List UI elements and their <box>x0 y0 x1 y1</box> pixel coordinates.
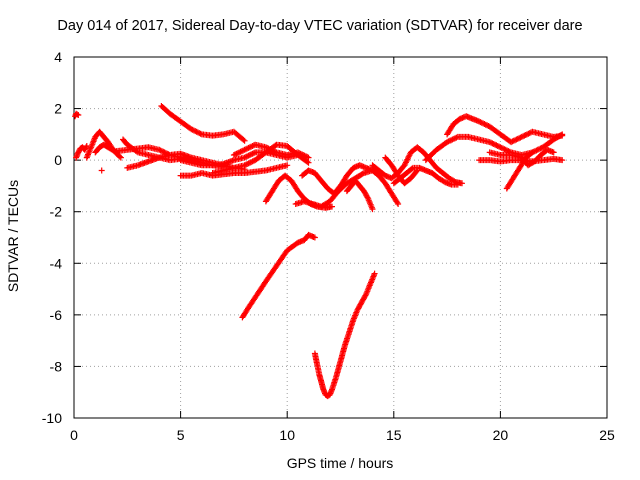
x-tick-label: 0 <box>70 427 78 443</box>
data-point <box>520 133 527 140</box>
data-point <box>240 136 247 143</box>
data-point <box>529 149 536 156</box>
y-tick-label: -6 <box>50 307 63 323</box>
x-tick-label: 15 <box>386 427 402 443</box>
data-point <box>329 203 335 210</box>
data-point <box>550 149 557 156</box>
series-arc-19 <box>343 177 376 213</box>
data-point <box>481 121 488 127</box>
data-point <box>242 146 249 153</box>
series-arc-1 <box>72 110 82 120</box>
data-point <box>189 126 196 133</box>
data-point <box>371 270 378 277</box>
data-point <box>517 134 524 141</box>
data-point <box>304 153 311 160</box>
data-point <box>116 153 123 160</box>
data-point <box>230 152 237 158</box>
x-tick-label: 20 <box>493 427 509 443</box>
data-point <box>413 168 420 175</box>
data-point <box>197 130 204 137</box>
series-arc-24 <box>444 113 566 146</box>
data-point <box>246 144 253 151</box>
data-point <box>454 181 461 188</box>
data-point <box>514 135 521 142</box>
series-arc-17 <box>239 231 318 321</box>
data-point <box>250 150 257 157</box>
series-arc-9 <box>158 103 248 144</box>
x-axis-label: GPS time / hours <box>286 455 394 471</box>
y-tick-label: 2 <box>54 101 62 117</box>
data-point <box>414 167 421 174</box>
y-tick-label: -2 <box>50 204 63 220</box>
y-tick-label: -4 <box>50 255 63 271</box>
series-arc-27 <box>503 149 536 192</box>
chart-title: Day 014 of 2017, Sidereal Day-to-day VTE… <box>57 18 583 34</box>
series-arc-20 <box>369 144 465 187</box>
x-tick-label: 5 <box>177 427 185 443</box>
x-tick-label: 10 <box>279 427 295 443</box>
data-point <box>98 167 105 174</box>
data-point <box>477 119 484 126</box>
series-arc-12 <box>209 141 312 176</box>
series-arc-21 <box>390 164 461 188</box>
series-arc-5 <box>98 167 105 174</box>
axis-ticks <box>73 56 608 419</box>
data-point <box>369 206 376 213</box>
data-point <box>241 137 248 144</box>
data-point <box>528 150 535 157</box>
data-point <box>364 194 371 201</box>
series-arc-4 <box>92 141 120 156</box>
data-point <box>268 146 275 153</box>
y-tick-label: 4 <box>54 49 62 65</box>
data-point <box>284 162 291 169</box>
data-point <box>394 199 401 206</box>
data-point <box>508 139 515 146</box>
y-axis-label: SDTVAR / TECUs <box>5 179 21 293</box>
series-arc-13 <box>230 141 312 161</box>
data-point <box>362 292 369 299</box>
data-point <box>246 152 253 158</box>
series-arc-16 <box>299 162 402 207</box>
plot-frame <box>73 56 608 419</box>
y-tick-label: 0 <box>54 152 62 168</box>
data-point <box>395 201 402 207</box>
data-point <box>448 137 455 144</box>
data-point <box>311 234 318 241</box>
data-point <box>559 157 566 164</box>
data-point <box>75 112 82 118</box>
x-tick-label: 25 <box>599 427 615 443</box>
data-point <box>512 137 519 144</box>
data-point <box>165 151 172 158</box>
series-arc-2 <box>73 143 90 161</box>
data-point <box>117 154 124 161</box>
series-arc-22 <box>382 154 421 187</box>
data-point <box>161 149 168 156</box>
data-point <box>305 154 312 161</box>
data-point <box>493 142 500 149</box>
data-points <box>72 103 566 400</box>
data-point <box>444 139 451 146</box>
data-point <box>305 159 312 166</box>
data-point <box>408 165 415 172</box>
y-tick-label: -10 <box>42 410 62 426</box>
y-tick-label: -8 <box>50 358 63 374</box>
data-point <box>359 170 366 177</box>
data-point <box>526 130 533 137</box>
plot-area <box>73 56 608 419</box>
data-point <box>234 150 241 157</box>
data-point <box>459 180 465 187</box>
series-arc-18 <box>311 270 378 400</box>
data-point <box>242 161 249 168</box>
data-point <box>559 132 566 139</box>
